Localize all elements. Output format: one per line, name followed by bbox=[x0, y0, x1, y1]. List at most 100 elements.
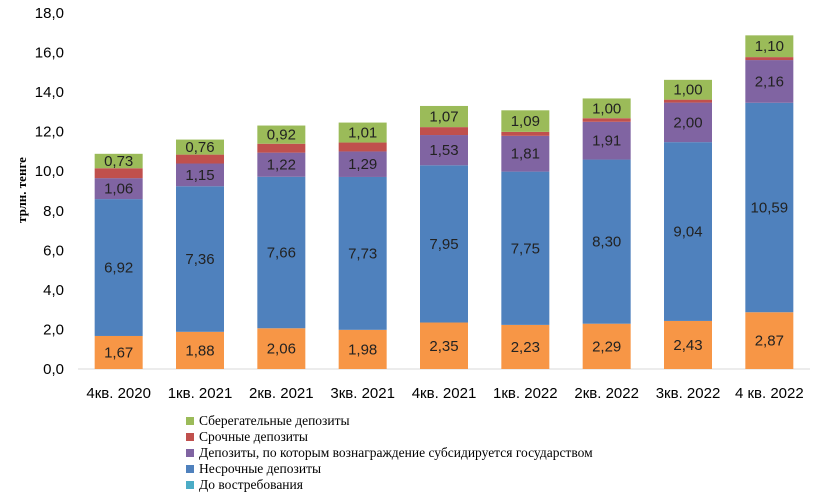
bar-segment bbox=[664, 320, 712, 369]
x-tick-label: 2кв. 2021 bbox=[249, 385, 314, 402]
bar-segment bbox=[338, 151, 387, 177]
bar-segment bbox=[338, 122, 387, 143]
y-tick-label: 2,0 bbox=[43, 321, 64, 338]
data-label: 1,00 bbox=[592, 100, 621, 117]
legend-label: Несрочные депозиты bbox=[199, 461, 322, 476]
data-label: 2,29 bbox=[592, 338, 621, 355]
data-label: 2,43 bbox=[673, 337, 702, 354]
bar-segment bbox=[338, 329, 387, 369]
data-label: 7,36 bbox=[185, 251, 214, 268]
legend-swatch bbox=[186, 481, 194, 489]
x-tick-label: 4 кв. 2022 bbox=[735, 385, 804, 402]
legend-label: До востребования bbox=[199, 477, 303, 492]
data-label: 1,00 bbox=[673, 82, 702, 99]
x-tick-label: 2кв. 2022 bbox=[574, 385, 639, 402]
x-tick-label: 3кв. 2021 bbox=[330, 385, 395, 402]
data-label: 2,16 bbox=[755, 73, 784, 90]
bar-segment bbox=[338, 176, 387, 330]
bar-segment bbox=[257, 125, 306, 144]
data-label: 2,87 bbox=[755, 333, 784, 350]
y-tick-label: 4,0 bbox=[43, 282, 64, 299]
data-label: 1,88 bbox=[185, 342, 214, 359]
data-label: 7,73 bbox=[348, 245, 377, 262]
x-tick-label: 1кв. 2022 bbox=[493, 385, 558, 402]
bar-segment bbox=[420, 165, 468, 323]
data-label: 1,01 bbox=[348, 125, 377, 142]
legend-label: Депозиты, по которым вознаграждение субс… bbox=[199, 445, 593, 460]
bar-segment bbox=[745, 57, 794, 61]
data-label: 2,06 bbox=[267, 341, 296, 358]
legend-swatch bbox=[186, 465, 194, 473]
bar-segment bbox=[582, 98, 631, 119]
bar-segment bbox=[257, 143, 306, 153]
legend-item: Срочные депозиты bbox=[186, 429, 593, 445]
y-tick-label: 16,0 bbox=[35, 45, 64, 62]
x-tick-label: 4кв. 2020 bbox=[86, 385, 151, 402]
legend-swatch bbox=[186, 433, 194, 441]
data-label: 8,30 bbox=[592, 234, 621, 251]
legend-label: Срочные депозиты bbox=[199, 429, 308, 444]
data-label: 1,06 bbox=[104, 181, 133, 198]
bar-segment bbox=[420, 127, 468, 136]
y-tick-label: 6,0 bbox=[43, 242, 64, 259]
x-tick-label: 3кв. 2022 bbox=[656, 385, 721, 402]
data-label: 10,59 bbox=[751, 200, 789, 217]
data-label: 7,95 bbox=[429, 236, 458, 253]
bar-segment bbox=[664, 142, 712, 321]
legend-item: Сберегательные депозиты bbox=[186, 413, 593, 429]
y-tick-label: 8,0 bbox=[43, 203, 64, 220]
data-label: 1,15 bbox=[185, 167, 214, 184]
y-axis-ticks: 0,0 2,0 4,0 6,0 8,0 10,0 12,0 14,0 16,0 18,0 bbox=[35, 5, 64, 378]
data-label: 2,00 bbox=[673, 114, 702, 131]
data-label: 9,04 bbox=[673, 224, 702, 241]
x-tick-label: 1кв. 2021 bbox=[168, 385, 233, 402]
data-label: 0,92 bbox=[267, 127, 296, 144]
bar-segment bbox=[176, 163, 224, 187]
legend-item: До востребования bbox=[186, 477, 593, 493]
data-label: 0,73 bbox=[104, 153, 133, 170]
legend-label: Сберегательные депозиты bbox=[199, 413, 350, 428]
data-label: 1,98 bbox=[348, 341, 377, 358]
bar-segment bbox=[94, 335, 143, 369]
legend: Сберегательные депозиты Срочные депозиты Д… bbox=[186, 413, 593, 493]
y-tick-label: 0,0 bbox=[43, 361, 64, 378]
y-tick-label: 18,0 bbox=[35, 5, 64, 22]
bar-segment bbox=[94, 199, 143, 336]
bar-segment bbox=[176, 331, 224, 369]
legend-item: Депозиты, по которым вознаграждение субс… bbox=[186, 445, 593, 461]
bar-segment bbox=[338, 142, 387, 152]
bar-segment bbox=[176, 186, 224, 332]
data-label: 1,09 bbox=[511, 113, 540, 130]
bar-segment bbox=[501, 110, 550, 132]
stacked-bar-chart: 0,0 2,0 4,0 6,0 8,0 10,0 12,0 14,0 16,0 18,0 1,67… bbox=[14, 5, 810, 402]
bar-segment bbox=[94, 153, 143, 169]
bar-segment bbox=[582, 118, 631, 122]
bar-segment bbox=[257, 152, 306, 177]
data-label: 1,29 bbox=[348, 156, 377, 173]
bar-segment bbox=[582, 121, 631, 160]
data-label: 0,76 bbox=[185, 139, 214, 156]
bar-segment bbox=[257, 328, 306, 369]
bars: 1,67 6,92 1,06 0,73 1,88 7,36 1,15 0,76 2,06 7,66… bbox=[94, 35, 794, 369]
bar-segment bbox=[745, 35, 794, 58]
bar-segment bbox=[501, 131, 550, 136]
data-label: 1,91 bbox=[592, 133, 621, 150]
legend-item: Несрочные депозиты bbox=[186, 461, 593, 477]
bar-segment bbox=[176, 139, 224, 155]
x-tick-label: 4кв. 2021 bbox=[412, 385, 477, 402]
data-label: 6,92 bbox=[104, 260, 133, 277]
data-label: 7,66 bbox=[267, 245, 296, 262]
legend-swatch bbox=[186, 449, 194, 457]
bar-segment bbox=[745, 102, 794, 313]
bar-segment bbox=[582, 323, 631, 369]
y-tick-label: 14,0 bbox=[35, 84, 64, 101]
bar-segment bbox=[420, 105, 468, 128]
bar-segment bbox=[94, 168, 143, 179]
bar-segment bbox=[664, 99, 712, 103]
bar-segment bbox=[745, 312, 794, 369]
bar-segment bbox=[501, 135, 550, 172]
bar-segment bbox=[664, 102, 712, 143]
data-label: 1,07 bbox=[429, 109, 458, 126]
bar-segment bbox=[501, 324, 550, 369]
data-label: 2,35 bbox=[429, 338, 458, 355]
